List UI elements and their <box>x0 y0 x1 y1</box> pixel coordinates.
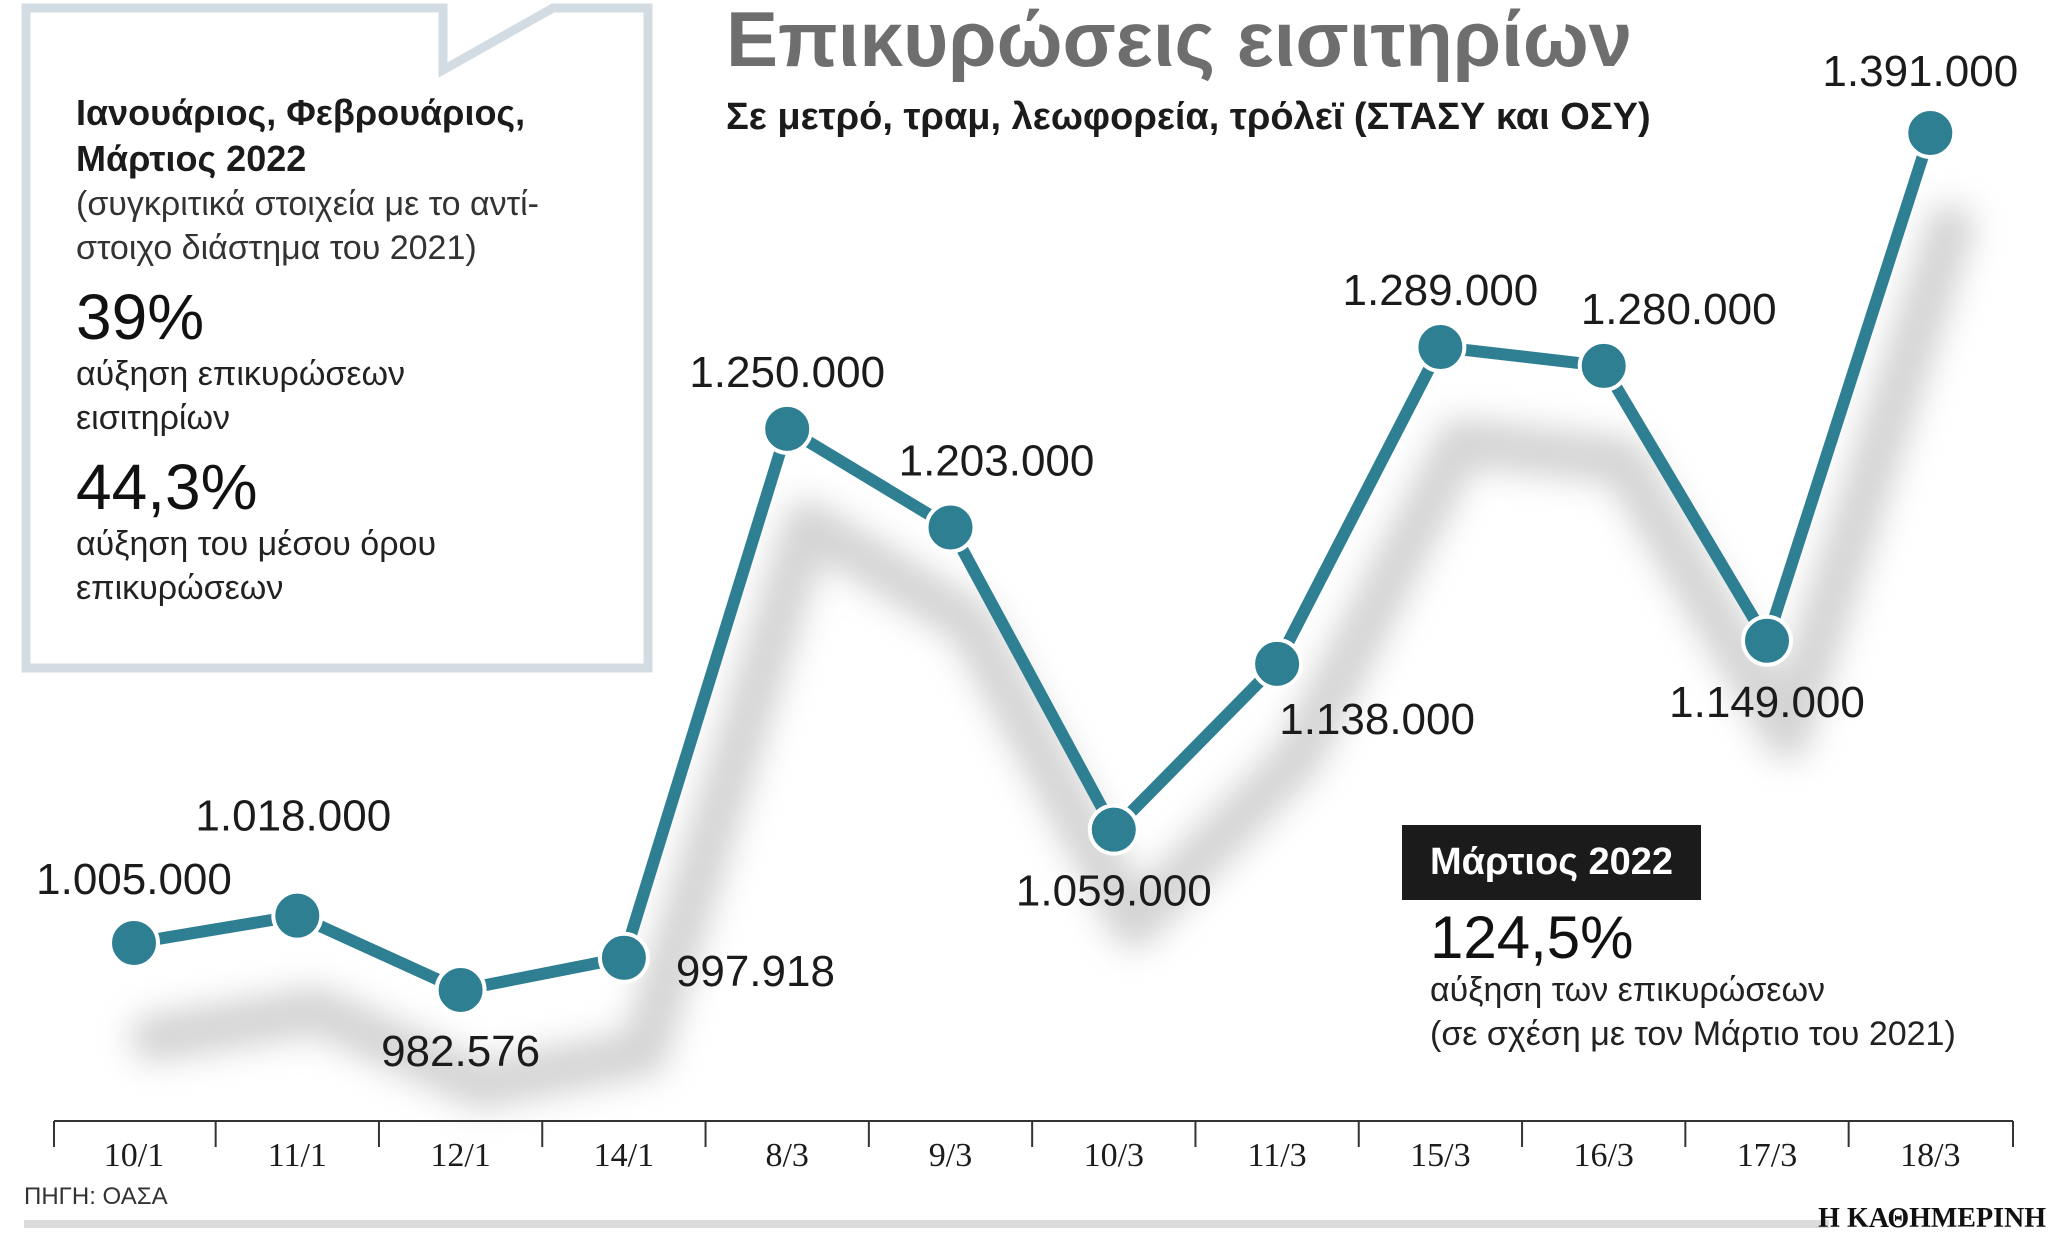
stat2-value: 44,3% <box>76 451 258 523</box>
data-point <box>271 889 324 942</box>
x-tick-label: 10/1 <box>104 1137 164 1174</box>
line-shadow-path <box>130 204 1975 1109</box>
data-label: 1.138.000 <box>1279 695 1475 744</box>
stat1-desc-line2: εισιτηρίων <box>76 399 231 437</box>
stat1-desc-line1: αύξηση επικυρώσεων <box>76 355 406 393</box>
x-tick-label: 11/3 <box>1248 1137 1307 1174</box>
data-label: 982.576 <box>381 1027 540 1076</box>
info-note-line2: στοιχο διάστημα του 2021) <box>76 229 477 267</box>
x-tick-label: 14/1 <box>594 1137 654 1174</box>
march-desc: αύξηση των επικυρώσεων (σε σχέση με τον … <box>1430 968 1956 1056</box>
data-label: 1.059.000 <box>1016 867 1212 916</box>
data-point <box>1577 339 1630 392</box>
info-box-outline <box>21 3 653 673</box>
x-tick-label: 16/3 <box>1573 1137 1633 1174</box>
data-label: 1.280.000 <box>1581 285 1777 334</box>
x-tick-label: 15/3 <box>1410 1137 1470 1174</box>
march-value: 124,5% <box>1430 904 1634 971</box>
data-label: 1.250.000 <box>689 348 885 397</box>
data-labels: 1.005.000 1.018.000 982.576 997.918 1.250.00… <box>36 47 2018 1076</box>
x-tick-label: 9/3 <box>929 1137 972 1174</box>
data-point <box>924 501 977 554</box>
data-label: 1.289.000 <box>1343 266 1539 315</box>
source-note: ΠΗΓΗ: ΟΑΣΑ <box>24 1183 168 1210</box>
chart-subtitle: Σε μετρό, τραμ, λεωφορεία, τρόλεϊ (ΣΤΑΣΥ… <box>726 96 1651 138</box>
data-point <box>1904 107 1957 159</box>
data-label: 1.203.000 <box>899 436 1095 485</box>
data-point <box>1251 637 1304 690</box>
data-point <box>108 916 160 969</box>
data-label: 1.149.000 <box>1669 678 1865 727</box>
info-heading-line1: Ιανουάριος, Φεβρουάριος, <box>76 92 526 133</box>
line-shadow <box>130 204 1975 1109</box>
x-tick-label: 12/1 <box>430 1137 490 1174</box>
chart-title: Επικυρώσεις εισιτηρίων <box>726 0 1633 83</box>
x-tick-label: 10/3 <box>1084 1137 1144 1174</box>
data-point <box>434 964 487 1016</box>
stat1-value: 39% <box>76 281 205 353</box>
data-label: 1.018.000 <box>195 792 391 841</box>
bottom-rule <box>24 1220 1829 1228</box>
info-heading-line2: Μάρτιος 2022 <box>76 138 307 179</box>
x-tick-label: 11/1 <box>268 1137 327 1174</box>
x-tick-label: 17/3 <box>1737 1137 1797 1174</box>
data-point <box>1414 321 1467 374</box>
series-line-path <box>128 127 1937 996</box>
data-points <box>108 107 1957 1016</box>
series-line <box>128 127 1937 996</box>
x-tick-label: 8/3 <box>765 1137 808 1174</box>
data-label: 997.918 <box>676 947 835 996</box>
stat2-desc-line1: αύξηση του μέσου όρου <box>76 525 437 563</box>
info-note-line1: (συγκριτικά στοιχεία με το αντί- <box>76 185 539 223</box>
data-label: 1.005.000 <box>36 855 232 904</box>
x-axis: 10/1 11/1 12/1 14/1 8/3 9/3 10/3 11/3 15/3 16/3 17… <box>53 1120 2014 1174</box>
x-tick-label: 18/3 <box>1900 1137 1960 1174</box>
stat2-desc-line2: επικυρώσεων <box>76 569 284 607</box>
march-desc-line1: αύξηση των επικυρώσεων <box>1430 971 1826 1009</box>
data-point <box>1741 614 1793 667</box>
info-box: Ιανουάριος, Φεβρουάριος, Μάρτιος 2022 (σ… <box>76 90 636 610</box>
brand-logo: Η ΚΑΘΗΜΕΡΙΝΗ <box>1818 1203 2046 1234</box>
data-point <box>761 402 814 455</box>
march-desc-line2: (σε σχέση με τον Μάρτιο του 2021) <box>1430 1015 1956 1053</box>
data-point <box>1087 803 1140 856</box>
data-label: 1.391.000 <box>1822 47 2018 96</box>
march-badge: Μάρτιος 2022 <box>1402 825 1702 900</box>
data-point <box>597 931 650 984</box>
